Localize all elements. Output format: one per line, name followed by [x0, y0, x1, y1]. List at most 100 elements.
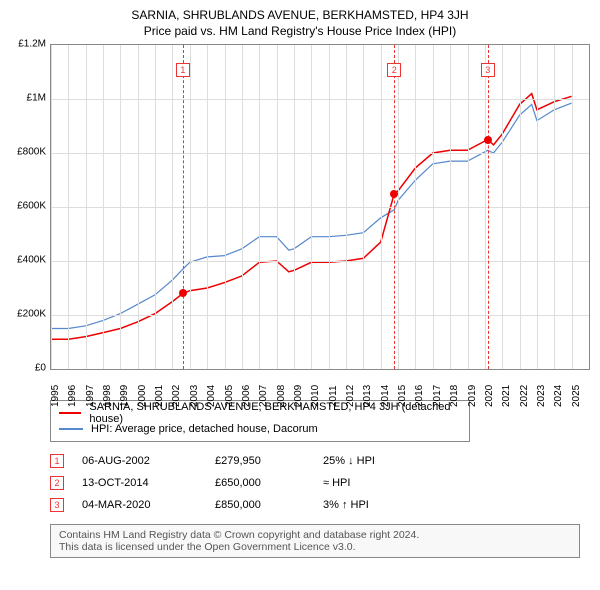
- event-price: £850,000: [215, 499, 305, 511]
- gridline-v: [433, 45, 434, 369]
- x-tick-label: 2001: [154, 383, 165, 407]
- event-note: 25% ↓ HPI: [323, 455, 433, 467]
- event-note: ≈ HPI: [323, 477, 433, 489]
- gridline-v: [572, 45, 573, 369]
- gridline-v: [450, 45, 451, 369]
- y-tick-label: £1M: [6, 93, 46, 104]
- marker-line: [488, 45, 489, 369]
- marker-dot: [484, 136, 492, 144]
- gridline-v: [502, 45, 503, 369]
- gridline-v: [311, 45, 312, 369]
- event-row: 3 04-MAR-2020 £850,000 3% ↑ HPI: [50, 494, 580, 516]
- gridline-v: [346, 45, 347, 369]
- gridline-v: [207, 45, 208, 369]
- legend-row: SARNIA, SHRUBLANDS AVENUE, BERKHAMSTED, …: [59, 405, 461, 421]
- gridline-v: [277, 45, 278, 369]
- x-axis: 1995199619971998199920002001200220032004…: [50, 370, 590, 394]
- gridline-h: [51, 207, 589, 208]
- gridline-v: [381, 45, 382, 369]
- event-row: 1 06-AUG-2002 £279,950 25% ↓ HPI: [50, 450, 580, 472]
- event-price: £279,950: [215, 455, 305, 467]
- x-tick-label: 2003: [189, 383, 200, 407]
- y-tick-label: £200K: [6, 309, 46, 320]
- gridline-v: [468, 45, 469, 369]
- y-tick-label: £1.2M: [6, 39, 46, 50]
- y-tick-label: £600K: [6, 201, 46, 212]
- chart-container: SARNIA, SHRUBLANDS AVENUE, BERKHAMSTED, …: [0, 0, 600, 564]
- x-tick-label: 2013: [362, 383, 373, 407]
- gridline-h: [51, 99, 589, 100]
- x-tick-label: 2014: [380, 383, 391, 407]
- x-tick-label: 2021: [501, 383, 512, 407]
- x-tick-label: 2012: [345, 383, 356, 407]
- gridline-v: [51, 45, 52, 369]
- y-axis: £0£200K£400K£600K£800K£1M£1.2M: [10, 44, 50, 370]
- x-tick-label: 1997: [85, 383, 96, 407]
- x-tick-label: 2005: [224, 383, 235, 407]
- x-tick-label: 2016: [414, 383, 425, 407]
- gridline-v: [363, 45, 364, 369]
- gridline-v: [155, 45, 156, 369]
- x-tick-label: 2023: [536, 383, 547, 407]
- event-marker-icon: 2: [50, 476, 64, 490]
- x-tick-label: 1996: [67, 383, 78, 407]
- event-note: 3% ↑ HPI: [323, 499, 433, 511]
- legend-swatch-hpi: [59, 428, 83, 430]
- gridline-v: [138, 45, 139, 369]
- x-tick-label: 2008: [276, 383, 287, 407]
- chart-subtitle: Price paid vs. HM Land Registry's House …: [10, 24, 590, 38]
- x-tick-label: 2004: [206, 383, 217, 407]
- event-date: 04-MAR-2020: [82, 499, 197, 511]
- gridline-v: [415, 45, 416, 369]
- event-marker-icon: 1: [50, 454, 64, 468]
- event-price: £650,000: [215, 477, 305, 489]
- x-tick-label: 1999: [119, 383, 130, 407]
- marker-line: [394, 45, 395, 369]
- marker-box: 2: [387, 63, 401, 77]
- marker-dot: [179, 289, 187, 297]
- marker-box: 1: [176, 63, 190, 77]
- gridline-v: [537, 45, 538, 369]
- plot-area: 1 2 3: [50, 44, 590, 370]
- gridline-v: [86, 45, 87, 369]
- x-tick-label: 2000: [137, 383, 148, 407]
- y-tick-label: £800K: [6, 147, 46, 158]
- gridline-h: [51, 153, 589, 154]
- x-tick-label: 2006: [241, 383, 252, 407]
- x-tick-label: 2015: [397, 383, 408, 407]
- gridline-v: [172, 45, 173, 369]
- gridline-v: [120, 45, 121, 369]
- legend-swatch-property: [59, 412, 81, 414]
- chart-title: SARNIA, SHRUBLANDS AVENUE, BERKHAMSTED, …: [10, 8, 590, 22]
- x-tick-label: 2020: [484, 383, 495, 407]
- gridline-v: [225, 45, 226, 369]
- marker-line: [183, 45, 184, 369]
- gridline-v: [103, 45, 104, 369]
- gridline-v: [485, 45, 486, 369]
- x-tick-label: 2002: [171, 383, 182, 407]
- gridline-v: [190, 45, 191, 369]
- x-tick-label: 2019: [467, 383, 478, 407]
- gridline-v: [242, 45, 243, 369]
- x-tick-label: 2007: [258, 383, 269, 407]
- event-marker-icon: 3: [50, 498, 64, 512]
- attribution-footer: Contains HM Land Registry data © Crown c…: [50, 524, 580, 558]
- legend-label-hpi: HPI: Average price, detached house, Daco…: [91, 423, 318, 435]
- event-row: 2 13-OCT-2014 £650,000 ≈ HPI: [50, 472, 580, 494]
- gridline-v: [329, 45, 330, 369]
- x-tick-label: 2025: [571, 383, 582, 407]
- x-tick-label: 2009: [293, 383, 304, 407]
- gridline-v: [398, 45, 399, 369]
- chart-area: £0£200K£400K£600K£800K£1M£1.2M 1 2 3 19951…: [10, 44, 590, 394]
- x-tick-label: 2017: [432, 383, 443, 407]
- marker-dot: [390, 190, 398, 198]
- footer-line: This data is licensed under the Open Gov…: [59, 541, 571, 553]
- gridline-v: [294, 45, 295, 369]
- y-tick-label: £0: [6, 363, 46, 374]
- x-tick-label: 2024: [553, 383, 564, 407]
- marker-box: 3: [481, 63, 495, 77]
- footer-line: Contains HM Land Registry data © Crown c…: [59, 529, 571, 541]
- gridline-v: [259, 45, 260, 369]
- x-tick-label: 2022: [519, 383, 530, 407]
- gridline-h: [51, 315, 589, 316]
